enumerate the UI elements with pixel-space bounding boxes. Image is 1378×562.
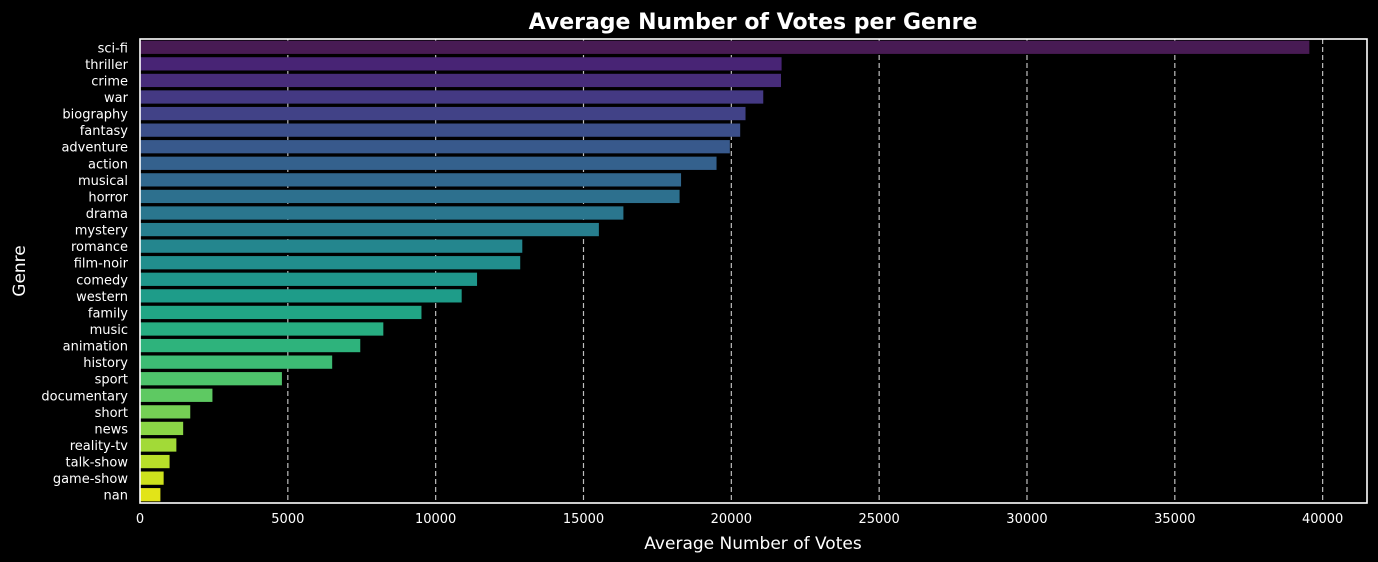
x-tick-label: 15000 <box>563 512 604 527</box>
bar-documentary <box>140 388 213 402</box>
y-tick-label: nan <box>104 489 128 504</box>
y-tick-label: animation <box>63 340 128 355</box>
chart-title: Average Number of Votes per Genre <box>529 10 978 35</box>
x-tick-label: 0 <box>136 512 144 527</box>
x-tick-labels: 0 5000 10000 15000 20000 25000 30000 35000 40000 <box>136 512 1343 527</box>
y-tick-label: horror <box>88 190 128 205</box>
y-axis-label: Genre <box>10 245 30 296</box>
y-tick-label: thriller <box>85 58 129 73</box>
x-tick-label: 25000 <box>858 512 899 527</box>
bar-game-show <box>140 471 164 485</box>
y-tick-label: romance <box>71 240 128 255</box>
x-tick-label: 30000 <box>1006 512 1047 527</box>
y-tick-label: documentary <box>41 389 128 404</box>
y-tick-label: musical <box>78 174 128 189</box>
y-tick-label: adventure <box>61 141 128 156</box>
bar-romance <box>140 239 523 253</box>
bar-fantasy <box>140 123 741 137</box>
bar-history <box>140 355 333 369</box>
y-tick-label: reality-tv <box>70 439 129 454</box>
bar-horror <box>140 189 680 204</box>
y-tick-label: fantasy <box>80 124 129 139</box>
x-tick-label: 40000 <box>1302 512 1343 527</box>
y-tick-label: short <box>95 406 128 421</box>
y-tick-label: game-show <box>53 472 129 487</box>
y-tick-label: sport <box>95 373 128 388</box>
y-tick-label: crime <box>91 74 128 89</box>
bar-talk-show <box>140 454 170 469</box>
bars <box>140 40 1310 502</box>
y-tick-label: biography <box>62 108 128 123</box>
bar-western <box>140 289 462 303</box>
bar-sci-fi <box>140 40 1310 54</box>
bar-musical <box>140 173 682 187</box>
bar-film-noir <box>140 256 521 270</box>
y-tick-label: drama <box>86 207 128 222</box>
bar-action <box>140 156 717 170</box>
y-tick-label: history <box>83 356 128 371</box>
bar-drama <box>140 206 624 220</box>
y-tick-label: news <box>94 422 128 437</box>
y-tick-label: comedy <box>76 273 128 288</box>
bar-thriller <box>140 57 782 71</box>
bar-nan <box>140 488 161 502</box>
bar-war <box>140 90 764 104</box>
y-tick-label: family <box>88 306 128 321</box>
x-tick-label: 35000 <box>1154 512 1195 527</box>
bar-biography <box>140 106 746 121</box>
y-tick-label: war <box>104 91 129 106</box>
bar-animation <box>140 338 361 353</box>
bar-crime <box>140 73 781 88</box>
y-tick-label: sci-fi <box>98 41 128 56</box>
bar-mystery <box>140 222 599 237</box>
x-tick-label: 5000 <box>271 512 304 527</box>
bar-music <box>140 322 384 336</box>
grid <box>287 39 1324 503</box>
x-tick-label: 10000 <box>415 512 456 527</box>
plot-frame <box>139 38 1368 504</box>
y-tick-label: western <box>76 290 128 305</box>
bar-adventure <box>140 140 730 154</box>
x-axis-label: Average Number of Votes <box>644 534 862 554</box>
x-tick-label: 20000 <box>711 512 752 527</box>
bar-short <box>140 405 191 419</box>
bar-family <box>140 305 422 320</box>
y-tick-label: film-noir <box>74 257 129 272</box>
bar-reality-tv <box>140 438 177 452</box>
y-tick-label: music <box>90 323 128 338</box>
y-tick-label: talk-show <box>66 456 129 471</box>
bar-news <box>140 421 184 436</box>
y-tick-label: mystery <box>75 224 129 239</box>
bar-comedy <box>140 272 478 286</box>
y-tick-label: action <box>88 157 128 172</box>
bar-sport <box>140 372 282 386</box>
